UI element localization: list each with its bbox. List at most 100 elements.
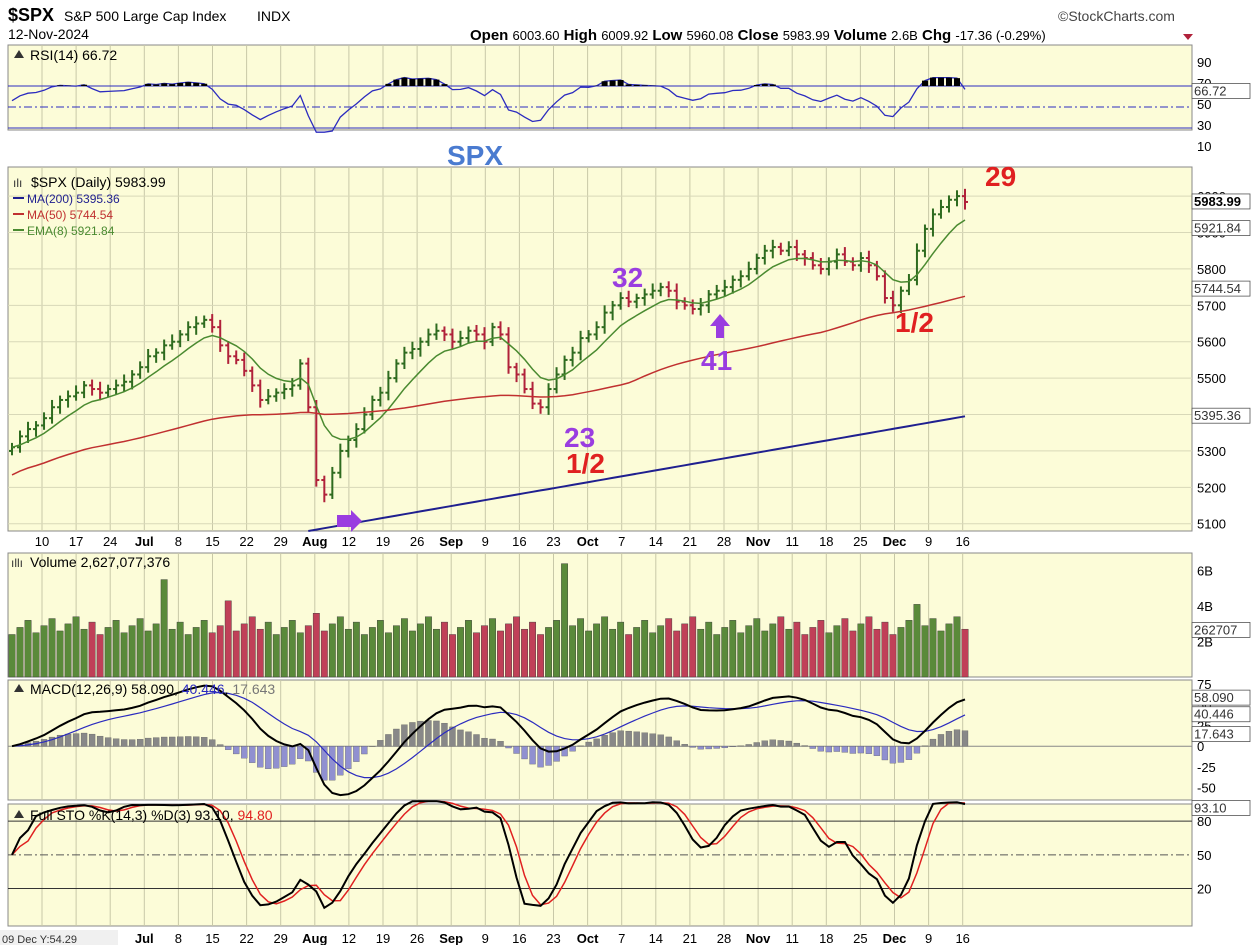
macd-hist-bar — [913, 746, 921, 754]
macd-hist-bar — [585, 741, 592, 747]
annotation-29: 29 — [985, 161, 1016, 192]
macd-hist-bar — [345, 746, 352, 769]
price-y-tick: 5200 — [1197, 480, 1226, 495]
bottom-x-tick-label: 8 — [175, 931, 182, 945]
macd-hist-bar — [745, 744, 752, 747]
annotation-23: 23 — [564, 422, 595, 453]
right-label-box — [1191, 280, 1251, 297]
volume-bar — [144, 630, 152, 678]
sto-legend-k: 93.10 — [195, 807, 230, 823]
volume-bar — [873, 628, 881, 678]
volume-bar — [32, 632, 40, 678]
volume-bar — [465, 620, 472, 678]
volume-bar — [785, 628, 793, 678]
volume-y-tick: 6B — [1197, 564, 1213, 579]
right-label-text: 5921.84 — [1194, 221, 1241, 236]
macd-hist-bar — [361, 746, 368, 755]
macd-hist-bar — [257, 746, 264, 768]
volume-bar — [649, 632, 657, 678]
right-label-box — [1191, 689, 1251, 706]
macd-hist-bar — [128, 739, 136, 747]
volume-bar — [897, 627, 905, 678]
volume-bar — [409, 630, 416, 678]
quote-value: 2.6B — [891, 28, 918, 43]
annotation-half-nov: 1/2 — [895, 307, 934, 338]
volume-bar — [120, 632, 128, 678]
macd-hist-bar — [353, 746, 360, 762]
macd-hist-bar — [617, 730, 624, 747]
volume-bar — [545, 627, 552, 678]
macd-hist-bar — [825, 746, 833, 753]
volume-bar — [224, 600, 232, 678]
x-tick-label: 24 — [103, 534, 117, 549]
macd-hist-bar — [513, 746, 520, 754]
right-label-text: 93.10 — [1194, 800, 1227, 815]
macd-hist-bar — [449, 726, 456, 747]
volume-bar — [160, 579, 168, 678]
macd-hist-bar — [377, 740, 384, 747]
macd-hist-bar — [385, 734, 392, 747]
right-arrow-icon — [337, 510, 362, 532]
volume-bar — [64, 623, 72, 678]
volume-bar — [272, 634, 280, 678]
volume-bar — [256, 628, 264, 678]
macd-hist-bar — [337, 746, 344, 776]
cursor-readout-bg — [0, 930, 118, 945]
price-y-tick: 5700 — [1197, 298, 1226, 313]
volume-bar — [320, 630, 328, 678]
macd-hist-bar — [521, 746, 528, 760]
price-y-tick: 5800 — [1197, 262, 1226, 277]
volume-bar — [625, 634, 633, 678]
annotation-41: 41 — [701, 345, 732, 376]
volume-bar — [184, 634, 192, 678]
price-y-tick: 5600 — [1197, 335, 1226, 350]
right-label-text: 5395.36 — [1194, 408, 1241, 423]
macd-hist-bar — [153, 737, 160, 747]
macd-hist-bar — [289, 746, 296, 765]
volume-bar — [40, 625, 48, 678]
right-label-box — [1191, 622, 1251, 638]
macd-hist-bar — [889, 746, 897, 764]
x-tick-label: 16 — [512, 534, 526, 549]
volume-bar — [360, 634, 368, 678]
macd-hist-bar — [793, 742, 800, 747]
macd-hist-bar — [193, 736, 200, 747]
macd-hist-bar — [144, 737, 152, 747]
quote-value: 6009.92 — [601, 28, 648, 43]
macd-hist-bar — [841, 746, 849, 753]
x-tick-label: 29 — [273, 534, 287, 549]
macd-hist-bar — [609, 732, 616, 747]
volume-bar — [801, 634, 809, 678]
macd-hist-bar — [705, 746, 712, 750]
right-label-text: 5744.54 — [1194, 281, 1241, 296]
sto-y-tick: 20 — [1197, 882, 1211, 897]
macd-hist-bar — [753, 742, 760, 747]
rsi-panel — [7, 44, 1193, 131]
volume-bar — [809, 627, 817, 678]
macd-hist-bar — [281, 746, 288, 767]
annotation-half-sep: 1/2 — [566, 448, 605, 479]
macd-hist-bar — [953, 729, 961, 747]
macd-hist-bar — [633, 731, 640, 747]
bottom-x-tick-label: 16 — [512, 931, 526, 945]
macd-legend: MACD(12,26,9) 58.090, 40.446, 17.643 — [30, 681, 275, 697]
volume-bar — [72, 616, 80, 678]
annotation-spx: SPX — [447, 140, 503, 171]
volume-bar — [264, 621, 272, 678]
x-tick-label: Nov — [746, 534, 771, 549]
x-tick-label: Sep — [439, 534, 463, 549]
macd-hist-bar — [201, 737, 208, 747]
macd-legend-hist: 17.643 — [232, 681, 275, 697]
macd-hist-bar — [393, 728, 400, 747]
volume-bar — [521, 628, 528, 678]
ema8-line — [11, 219, 966, 449]
macd-hist-bar — [56, 734, 64, 747]
quote-value: 5983.99 — [783, 28, 830, 43]
macd-hist-bar — [929, 738, 937, 747]
macd-hist-bar — [657, 734, 664, 747]
volume-bar — [336, 616, 344, 678]
macd-hist-bar — [273, 746, 280, 769]
volume-bar — [497, 630, 504, 678]
volume-bar — [152, 623, 160, 678]
macd-hist-bar — [601, 735, 608, 747]
